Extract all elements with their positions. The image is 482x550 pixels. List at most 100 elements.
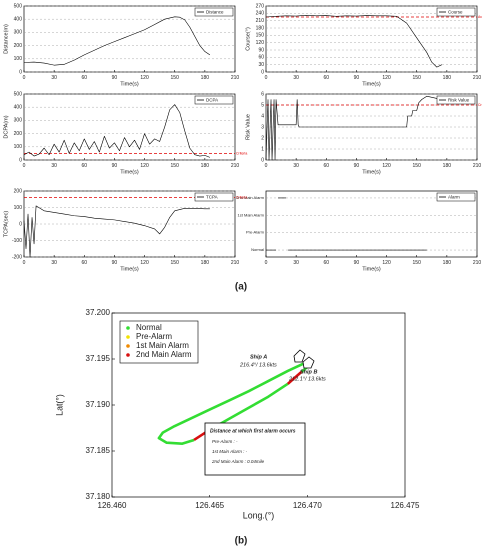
- y-tick-label: 500: [14, 3, 23, 9]
- annotation: Ship B: [300, 369, 317, 375]
- x-tick-label: 120: [140, 75, 149, 81]
- y-tick-label: 400: [14, 105, 23, 111]
- x-tick-label: 180: [201, 75, 210, 81]
- x-tick-label: 0: [265, 163, 268, 169]
- x-tick-label: 210: [473, 260, 482, 266]
- legend-box: [194, 192, 234, 202]
- y-tick-label: 400: [14, 17, 23, 23]
- legend-label: TCPA: [206, 194, 218, 199]
- x-tick-label: 150: [413, 163, 422, 169]
- x-axis-label: Time(s): [120, 169, 139, 175]
- y-tick-label: 200: [14, 188, 23, 194]
- x-tick-label: 180: [443, 163, 452, 169]
- legend-box: [436, 7, 476, 17]
- y-tick-label: 37.200: [86, 308, 111, 317]
- chart: 0 100 200 300 400 500 0 30 60 90 120 150 180 210 Time(…: [3, 3, 239, 87]
- x-tick-label: 126.460: [98, 501, 127, 510]
- y-axis-label: TCPA(sec): [3, 211, 9, 238]
- y-tick-label: 60: [258, 55, 264, 61]
- chart: 37.180 37.185 37.190 37.195 37.200 126.460 126…: [54, 308, 420, 520]
- y-tick-label: 100: [14, 56, 23, 62]
- reference-label: Criteria: [236, 196, 247, 200]
- y-tick-label: Normal: [251, 247, 264, 252]
- x-tick-label: 60: [82, 260, 88, 266]
- ship-b: [302, 356, 315, 369]
- y-tick-label: 0: [19, 221, 22, 227]
- y-axis-label: Distance(m): [3, 24, 9, 54]
- x-tick-label: 0: [265, 260, 268, 266]
- x-axis-label: Time(s): [362, 81, 381, 87]
- x-axis-label: Long.(°): [243, 511, 274, 521]
- alarm-note: Distance at which first alarm occurs Pre…: [204, 422, 306, 476]
- x-tick-label: 150: [413, 260, 422, 266]
- y-tick-label: 210: [256, 18, 265, 24]
- x-tick-label: 0: [23, 75, 26, 81]
- x-tick-label: 60: [324, 163, 330, 169]
- x-tick-label: 210: [231, 260, 240, 266]
- y-tick-label: 200: [14, 131, 23, 137]
- y-tick-label: 200: [14, 43, 23, 49]
- y-tick-label: 37.190: [86, 400, 111, 409]
- legend-label: Risk Value: [448, 97, 470, 102]
- chart: 0 100 200 300 400 500 0 30 60 90 120 150 180 210 Time(…: [3, 91, 247, 175]
- legend-box: [194, 7, 234, 17]
- annotation: 216.4°/ 13.6kts: [239, 362, 277, 368]
- data-line: [266, 197, 452, 251]
- y-tick-label: 270: [256, 3, 265, 9]
- x-tick-label: 210: [473, 75, 482, 81]
- x-tick-label: 30: [51, 163, 57, 169]
- x-tick-label: 90: [354, 75, 360, 81]
- y-tick-label: 500: [14, 91, 23, 97]
- x-tick-label: 90: [112, 260, 118, 266]
- plot-frame: [23, 93, 236, 161]
- data-line: [265, 95, 447, 161]
- note-title: Distance at which first alarm occurs: [210, 428, 296, 434]
- legend-label: Pre-Alarm: [136, 332, 172, 341]
- annotation: 212.1°/ 13.6kts: [288, 376, 326, 382]
- ship-icons: [293, 349, 315, 369]
- x-tick-label: 60: [82, 75, 88, 81]
- legend-swatch: [126, 326, 130, 330]
- y-tick-label: 0: [261, 157, 264, 163]
- ship-labels: Ship A 216.4°/ 13.6kts Ship B 212.1°/ 13…: [239, 354, 326, 382]
- y-tick-label: 90: [258, 47, 264, 53]
- y-tick-label: 240: [256, 11, 265, 17]
- legend-box: [436, 95, 476, 105]
- x-tick-label: 30: [51, 75, 57, 81]
- y-tick-label: Pre-Alarm: [246, 230, 265, 235]
- x-tick-label: 180: [443, 260, 452, 266]
- legend-swatch: [126, 344, 130, 348]
- reference-label: Criteria: [478, 103, 482, 107]
- y-tick-label: 3: [261, 124, 264, 130]
- panel-label: (b): [235, 536, 248, 547]
- x-tick-label: 210: [231, 163, 240, 169]
- data-line: [23, 205, 210, 258]
- x-tick-label: 126.470: [293, 501, 322, 510]
- y-tick-label: 37.195: [86, 354, 111, 363]
- x-tick-label: 120: [140, 163, 149, 169]
- y-tick-label: 30: [258, 62, 264, 68]
- y-tick-label: 180: [256, 25, 265, 31]
- y-tick-label: 2: [261, 135, 264, 141]
- x-tick-label: 60: [324, 260, 330, 266]
- chart: Normal Pre-Alarm 1st Main Alarm 2nd Main Al…: [236, 190, 482, 272]
- x-tick-label: 210: [473, 163, 482, 169]
- reference-label: Criteria: [236, 151, 247, 155]
- y-tick-label: 6: [261, 91, 264, 97]
- y-tick-label: -200: [12, 254, 22, 260]
- note-line: 2nd Main Alarm : 0.04mile: [211, 459, 265, 464]
- legend-label: DCPA: [206, 97, 218, 102]
- note-line: Pre-Alarm : -: [212, 439, 238, 444]
- x-tick-label: 0: [265, 75, 268, 81]
- x-tick-label: 180: [201, 260, 210, 266]
- x-tick-label: 60: [82, 163, 88, 169]
- x-tick-label: 126.465: [195, 501, 224, 510]
- x-tick-label: 210: [231, 75, 240, 81]
- chart: -200 -100 0 100 200 0 30 60 90 120 150 180 210 Time(s…: [3, 188, 247, 272]
- x-tick-label: 90: [354, 260, 360, 266]
- y-tick-label: 0: [261, 69, 264, 75]
- x-tick-label: 120: [382, 260, 391, 266]
- x-tick-label: 120: [140, 260, 149, 266]
- x-tick-label: 30: [293, 163, 299, 169]
